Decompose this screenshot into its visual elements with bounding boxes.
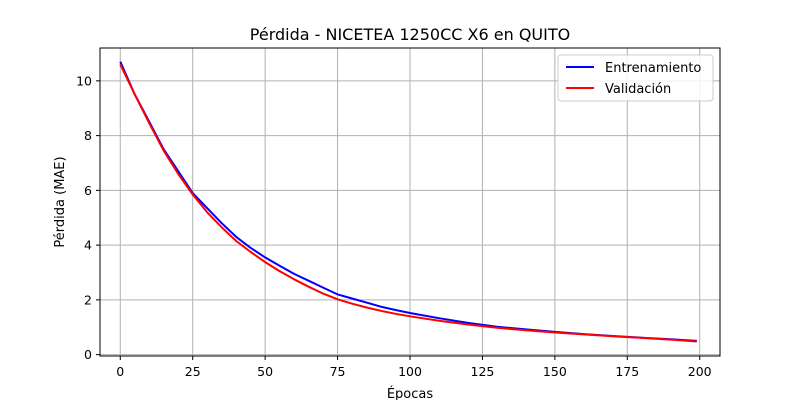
y-axis-title: Pérdida (MAE) <box>53 156 68 247</box>
legend-label-train: Entrenamiento <box>605 61 701 76</box>
x-tick-label: 25 <box>185 364 201 379</box>
legend: Entrenamiento Validación <box>557 54 714 102</box>
x-tick-label: 0 <box>116 364 124 379</box>
y-tick-label: 2 <box>84 292 92 307</box>
y-tick-label: 10 <box>76 73 92 88</box>
x-tick-label: 200 <box>688 364 712 379</box>
x-axis-title: Épocas <box>387 386 434 400</box>
x-tick-label: 175 <box>615 364 639 379</box>
y-tick-label: 0 <box>84 347 92 362</box>
y-tick-label: 8 <box>84 128 92 143</box>
grid <box>100 48 720 356</box>
x-tick-label: 50 <box>257 364 273 379</box>
series-line-validation <box>119 63 697 343</box>
x-tick-label: 150 <box>543 364 567 379</box>
chart-title: Pérdida - NICETEA 1250CC X6 en QUITO <box>250 25 570 44</box>
series-lines <box>119 61 697 343</box>
x-tick-label: 125 <box>471 364 495 379</box>
y-tick-label: 4 <box>84 238 92 253</box>
y-tick-label: 6 <box>84 183 92 198</box>
legend-label-validation: Validación <box>605 82 671 97</box>
legend-box <box>557 54 714 102</box>
series-line-train <box>119 61 697 342</box>
x-tick-label: 75 <box>330 364 346 379</box>
x-tick-label: 100 <box>398 364 422 379</box>
ticks: 0 25 50 75 100 125 150 175 200 0 2 4 6 8 10 <box>76 73 712 379</box>
